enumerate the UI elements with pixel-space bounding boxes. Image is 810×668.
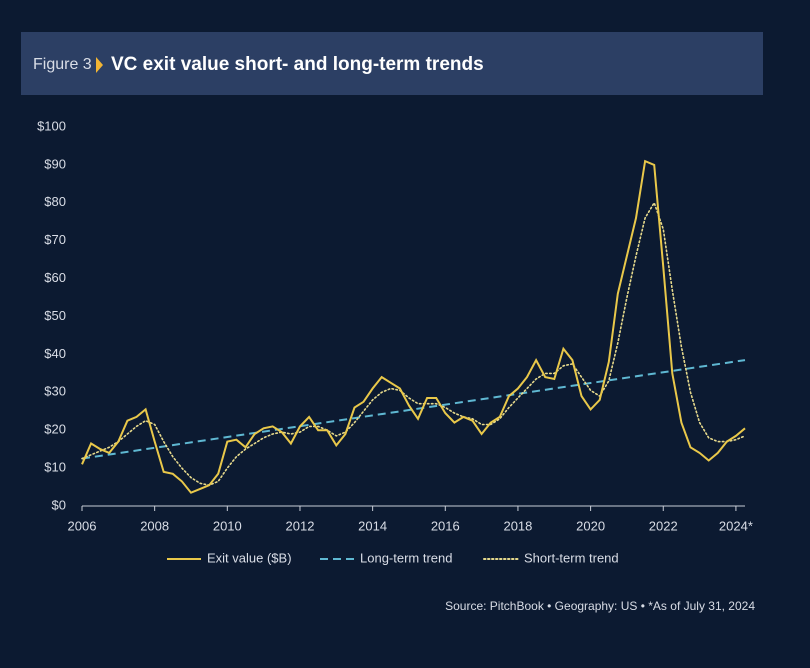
series-line [81, 159, 746, 494]
x-tick-label: 2024* [719, 518, 753, 533]
chart-title: VC exit value short- and long-term trend… [111, 54, 484, 75]
y-tick-label: $0 [52, 497, 66, 512]
x-tick-label: 2022 [649, 518, 678, 533]
x-tick-label: 2010 [213, 518, 242, 533]
y-tick-label: $40 [44, 346, 66, 361]
x-tick-label: 2014 [358, 518, 387, 533]
series-line [81, 200, 746, 487]
source-note: Source: PitchBook • Geography: US • *As … [445, 599, 755, 613]
y-tick-label: $20 [44, 422, 66, 437]
y-tick-label: $80 [44, 194, 66, 209]
y-tick-label: $10 [44, 460, 66, 475]
legend-label: Long-term trend [360, 550, 453, 565]
x-tick-label: 2016 [431, 518, 460, 533]
header-arrow [96, 57, 103, 73]
x-tick-label: 2020 [576, 518, 605, 533]
x-tick-label: 2008 [140, 518, 169, 533]
y-tick-label: $60 [44, 270, 66, 285]
series-line [81, 359, 746, 460]
x-tick-label: 2012 [286, 518, 315, 533]
header-box [21, 32, 763, 95]
y-tick-label: $30 [44, 384, 66, 399]
x-tick-label: 2006 [68, 518, 97, 533]
x-tick-label: 2018 [503, 518, 532, 533]
legend-label: Exit value ($B) [207, 550, 292, 565]
y-tick-label: $100 [37, 118, 66, 133]
legend-label: Short-term trend [524, 550, 619, 565]
y-tick-label: $50 [44, 308, 66, 323]
figure-label: Figure 3 [33, 56, 92, 73]
y-tick-label: $90 [44, 156, 66, 171]
y-tick-label: $70 [44, 232, 66, 247]
